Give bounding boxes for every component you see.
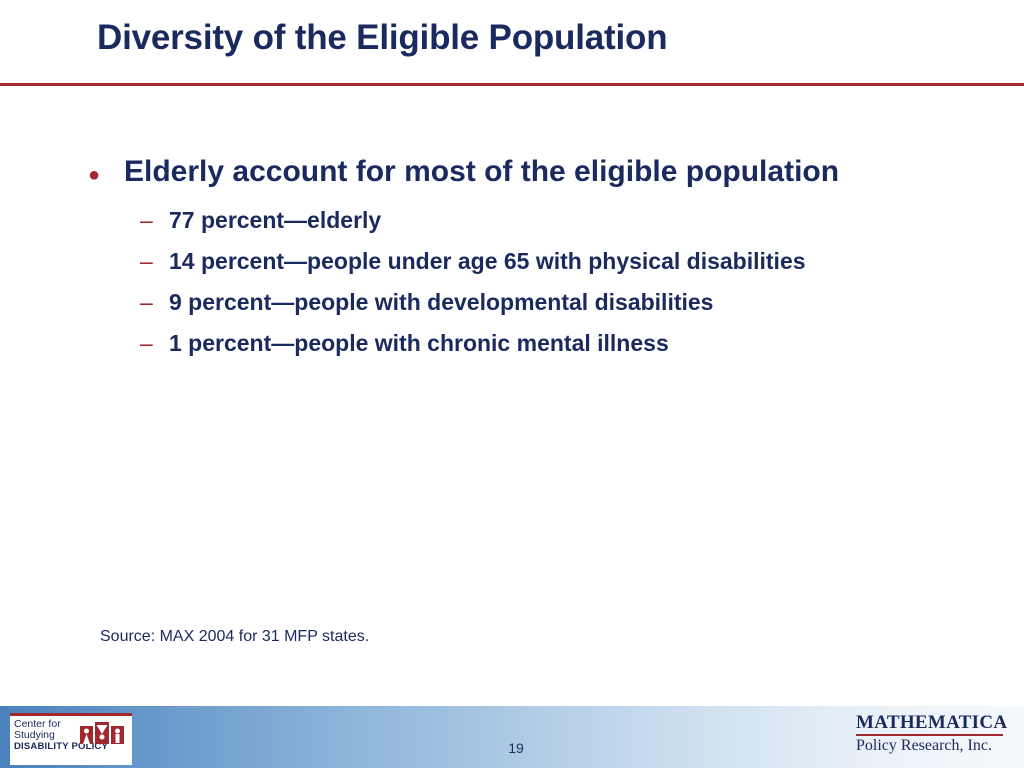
dash-icon: – [140, 248, 153, 274]
cdp-logo-text: Center for Studying DISABILITY POLICY [14, 718, 109, 753]
mathematica-logo-line1: MATHEMATICA [856, 712, 1008, 733]
dash-icon: – [140, 330, 153, 356]
cdp-logo-line3: DISABILITY POLICY [14, 741, 109, 752]
sub-bullet-item: – 9 percent—people with developmental di… [140, 289, 806, 330]
cdp-people-icon [80, 722, 124, 744]
page-number: 19 [508, 740, 524, 756]
sub-bullet-item: – 14 percent—people under age 65 with ph… [140, 248, 806, 289]
sub-bullet-item: – 77 percent—elderly [140, 207, 806, 248]
mathematica-logo-line2: Policy Research, Inc. [856, 737, 992, 754]
sub-bullet-text: 77 percent—elderly [169, 207, 382, 233]
source-note: Source: MAX 2004 for 31 MFP states. [100, 628, 370, 645]
dash-icon: – [140, 207, 153, 233]
cdp-logo-line2: Studying [14, 729, 55, 741]
title-rule [0, 83, 1024, 86]
sub-bullet-text: 14 percent—people under age 65 with phys… [169, 248, 806, 274]
bullet-dot-icon: ● [88, 164, 101, 186]
cdp-logo-line1: Center for [14, 718, 61, 730]
slide-title: Diversity of the Eligible Population [97, 18, 668, 57]
main-bullet-text: Elderly account for most of the eligible… [124, 155, 840, 188]
center-for-studying-disability-policy-logo: Center for Studying DISABILITY POLICY [10, 713, 132, 765]
mathematica-logo: MATHEMATICA Policy Research, Inc. [856, 712, 1008, 764]
sub-bullet-text: 1 percent—people with chronic mental ill… [169, 330, 669, 356]
dash-icon: – [140, 289, 153, 315]
sub-bullet-item: – 1 percent—people with chronic mental i… [140, 330, 806, 371]
mathematica-logo-rule [856, 734, 1003, 736]
footer-bar [0, 706, 1024, 768]
main-bullet: ● Elderly account for most of the eligib… [88, 155, 839, 189]
sub-bullet-text: 9 percent—people with developmental disa… [169, 289, 714, 315]
sub-bullet-list: – 77 percent—elderly – 14 percent—people… [140, 207, 806, 371]
